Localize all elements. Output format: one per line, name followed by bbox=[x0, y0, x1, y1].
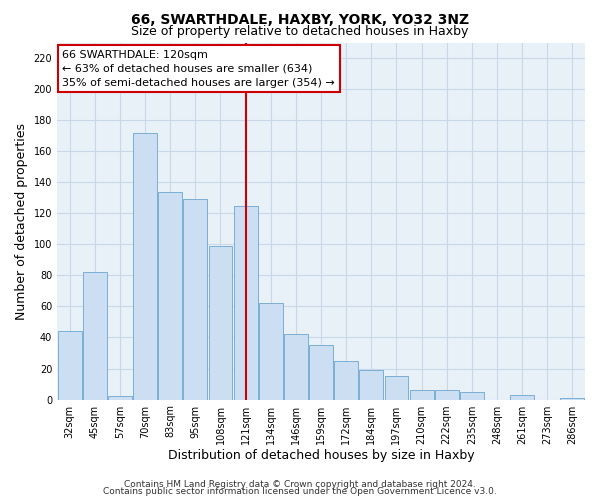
Bar bbox=[560, 398, 584, 400]
Text: Size of property relative to detached houses in Haxby: Size of property relative to detached ho… bbox=[131, 25, 469, 38]
Bar bbox=[158, 192, 182, 400]
Bar bbox=[435, 390, 458, 400]
Bar bbox=[309, 345, 333, 400]
X-axis label: Distribution of detached houses by size in Haxby: Distribution of detached houses by size … bbox=[168, 450, 475, 462]
Bar bbox=[410, 390, 434, 400]
Bar bbox=[385, 376, 409, 400]
Y-axis label: Number of detached properties: Number of detached properties bbox=[15, 122, 28, 320]
Text: Contains HM Land Registry data © Crown copyright and database right 2024.: Contains HM Land Registry data © Crown c… bbox=[124, 480, 476, 489]
Bar bbox=[209, 246, 232, 400]
Bar bbox=[259, 304, 283, 400]
Bar bbox=[108, 396, 132, 400]
Text: 66 SWARTHDALE: 120sqm
← 63% of detached houses are smaller (634)
35% of semi-det: 66 SWARTHDALE: 120sqm ← 63% of detached … bbox=[62, 50, 335, 88]
Bar bbox=[133, 132, 157, 400]
Bar bbox=[58, 332, 82, 400]
Bar bbox=[184, 200, 207, 400]
Bar bbox=[83, 272, 107, 400]
Text: Contains public sector information licensed under the Open Government Licence v3: Contains public sector information licen… bbox=[103, 487, 497, 496]
Bar bbox=[460, 392, 484, 400]
Bar bbox=[510, 395, 534, 400]
Text: 66, SWARTHDALE, HAXBY, YORK, YO32 3NZ: 66, SWARTHDALE, HAXBY, YORK, YO32 3NZ bbox=[131, 12, 469, 26]
Bar bbox=[233, 206, 257, 400]
Bar bbox=[359, 370, 383, 400]
Bar bbox=[284, 334, 308, 400]
Bar bbox=[334, 361, 358, 400]
